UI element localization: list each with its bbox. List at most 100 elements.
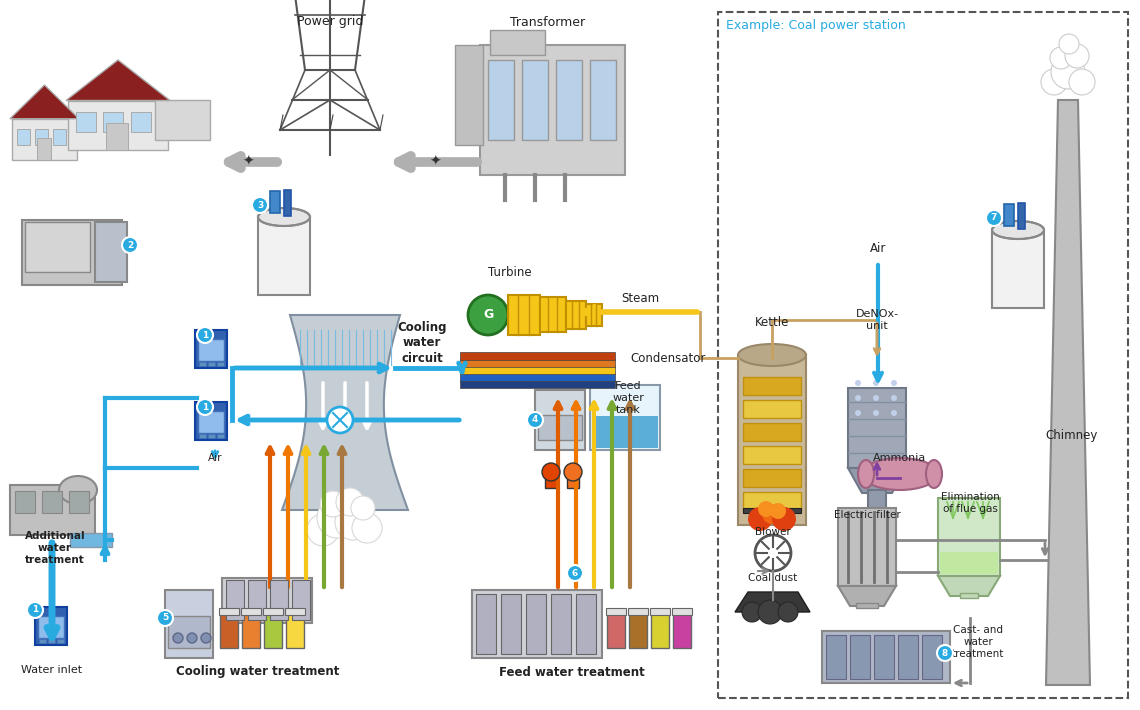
Circle shape: [772, 507, 796, 531]
Circle shape: [197, 399, 213, 415]
Polygon shape: [735, 592, 811, 612]
Circle shape: [564, 463, 583, 481]
FancyBboxPatch shape: [960, 593, 978, 598]
Text: Blower: Blower: [755, 527, 791, 537]
Text: Air: Air: [870, 241, 886, 254]
Text: Additional
water
treatment: Additional water treatment: [25, 531, 86, 564]
Circle shape: [855, 380, 861, 386]
FancyBboxPatch shape: [38, 616, 64, 638]
Text: Feed
water
tank: Feed water tank: [612, 381, 644, 415]
FancyBboxPatch shape: [217, 362, 223, 366]
Text: 5: 5: [162, 613, 168, 623]
FancyBboxPatch shape: [508, 295, 540, 335]
FancyBboxPatch shape: [556, 60, 583, 140]
FancyBboxPatch shape: [68, 101, 168, 150]
FancyBboxPatch shape: [472, 590, 602, 658]
Circle shape: [755, 535, 791, 571]
FancyBboxPatch shape: [270, 191, 280, 213]
Circle shape: [770, 503, 785, 519]
Circle shape: [173, 633, 184, 643]
FancyBboxPatch shape: [219, 608, 239, 615]
Text: Coal dust: Coal dust: [748, 573, 798, 583]
FancyBboxPatch shape: [567, 466, 579, 488]
FancyBboxPatch shape: [36, 138, 51, 160]
Circle shape: [891, 410, 897, 416]
Circle shape: [157, 610, 173, 626]
FancyBboxPatch shape: [838, 508, 896, 586]
FancyBboxPatch shape: [743, 508, 801, 513]
FancyBboxPatch shape: [940, 552, 998, 574]
Polygon shape: [848, 468, 906, 493]
FancyBboxPatch shape: [284, 190, 291, 216]
Polygon shape: [282, 315, 408, 510]
FancyBboxPatch shape: [461, 352, 614, 360]
FancyBboxPatch shape: [874, 635, 894, 679]
Circle shape: [891, 380, 897, 386]
Circle shape: [891, 395, 897, 401]
FancyBboxPatch shape: [34, 129, 48, 145]
Circle shape: [1059, 34, 1078, 54]
Circle shape: [469, 295, 508, 335]
FancyBboxPatch shape: [526, 594, 546, 654]
Circle shape: [542, 463, 560, 481]
FancyBboxPatch shape: [591, 385, 660, 450]
FancyBboxPatch shape: [650, 608, 670, 615]
Circle shape: [873, 380, 879, 386]
FancyBboxPatch shape: [195, 402, 227, 440]
Circle shape: [252, 197, 268, 213]
FancyBboxPatch shape: [591, 60, 616, 140]
FancyBboxPatch shape: [200, 434, 206, 438]
FancyBboxPatch shape: [242, 613, 260, 648]
FancyBboxPatch shape: [922, 635, 942, 679]
Text: Air: Air: [207, 453, 222, 463]
FancyBboxPatch shape: [743, 423, 801, 441]
FancyBboxPatch shape: [17, 129, 30, 145]
Text: ✦: ✦: [429, 155, 441, 169]
FancyBboxPatch shape: [629, 613, 648, 648]
Ellipse shape: [862, 458, 938, 490]
Text: Cooling
water
circuit: Cooling water circuit: [397, 322, 447, 364]
FancyBboxPatch shape: [25, 222, 90, 272]
FancyBboxPatch shape: [868, 490, 886, 508]
FancyBboxPatch shape: [263, 608, 283, 615]
Circle shape: [986, 210, 1002, 226]
FancyBboxPatch shape: [200, 362, 206, 366]
FancyBboxPatch shape: [52, 129, 66, 145]
FancyBboxPatch shape: [856, 603, 878, 608]
FancyBboxPatch shape: [70, 491, 89, 513]
Text: 4: 4: [532, 415, 538, 425]
FancyBboxPatch shape: [673, 613, 691, 648]
Text: 8: 8: [942, 648, 948, 657]
Text: Electric filter: Electric filter: [833, 510, 901, 520]
Text: Kettle: Kettle: [755, 315, 789, 329]
Circle shape: [1050, 47, 1072, 69]
FancyBboxPatch shape: [198, 411, 223, 433]
FancyBboxPatch shape: [76, 112, 96, 132]
FancyBboxPatch shape: [292, 580, 310, 620]
FancyBboxPatch shape: [540, 297, 565, 332]
Circle shape: [336, 488, 364, 516]
Text: Elimination
of flue gas: Elimination of flue gas: [940, 492, 1000, 514]
Text: Example: Coal power station: Example: Coal power station: [726, 19, 906, 33]
Circle shape: [27, 602, 43, 618]
Ellipse shape: [858, 460, 874, 488]
Circle shape: [201, 633, 211, 643]
FancyBboxPatch shape: [490, 30, 545, 55]
FancyBboxPatch shape: [738, 355, 806, 525]
Ellipse shape: [59, 476, 97, 504]
FancyBboxPatch shape: [1004, 204, 1013, 226]
FancyBboxPatch shape: [743, 469, 801, 487]
Text: Condensator: Condensator: [630, 351, 706, 364]
Text: Transformer: Transformer: [511, 16, 586, 28]
FancyBboxPatch shape: [477, 594, 496, 654]
FancyBboxPatch shape: [551, 594, 571, 654]
Text: Chimney: Chimney: [1045, 429, 1098, 442]
FancyBboxPatch shape: [165, 590, 213, 658]
FancyBboxPatch shape: [22, 220, 122, 285]
Circle shape: [748, 507, 772, 531]
FancyBboxPatch shape: [13, 119, 78, 160]
Ellipse shape: [258, 208, 310, 226]
Circle shape: [873, 395, 879, 401]
FancyBboxPatch shape: [226, 580, 244, 620]
FancyBboxPatch shape: [592, 416, 658, 448]
